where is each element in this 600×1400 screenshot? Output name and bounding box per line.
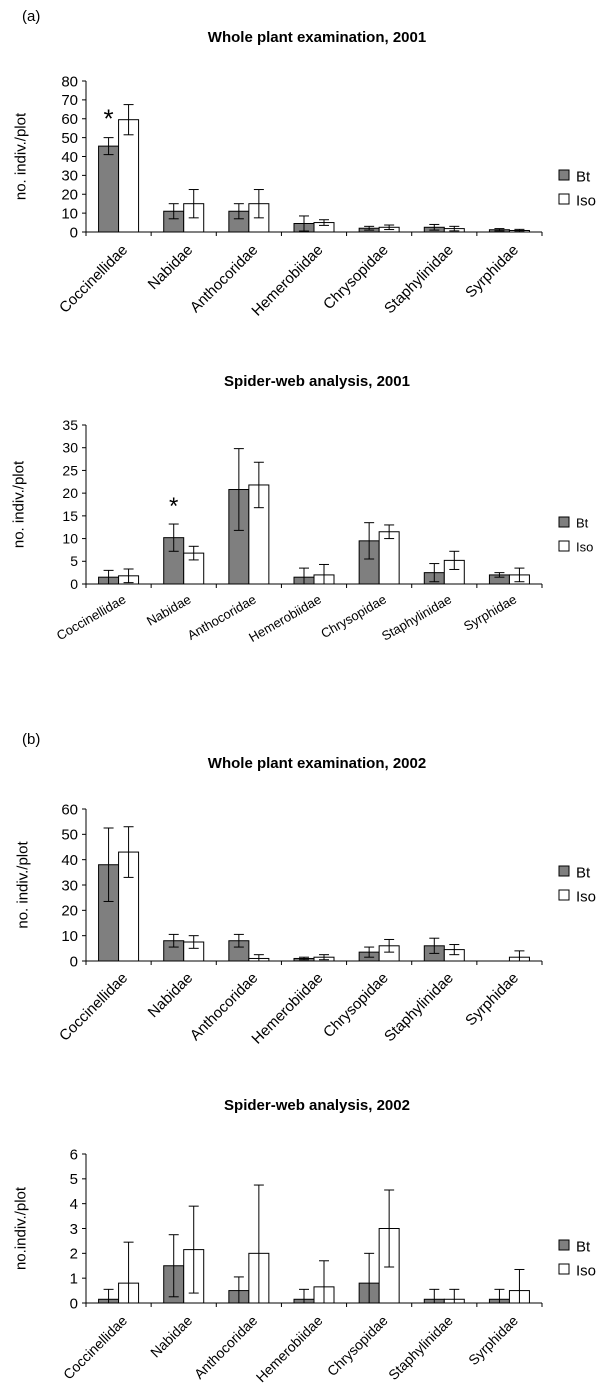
y-tick-label: 20 <box>61 187 78 204</box>
y-tick-label: 0 <box>70 224 78 241</box>
y-tick-label: 80 <box>61 73 78 90</box>
y-tick-label: 40 <box>61 149 78 166</box>
x-tick-label: Syrphidae <box>462 242 522 302</box>
legend-swatch-bt <box>558 516 570 528</box>
x-tick-label: Nabidae <box>145 970 197 1022</box>
legend-label-iso: Iso <box>576 540 593 555</box>
legend-label-iso: Iso <box>576 192 596 209</box>
y-tick-label: 5 <box>70 1171 78 1188</box>
y-tick-label: 4 <box>70 1196 78 1213</box>
x-tick-label: Hemerobiidae <box>246 592 324 645</box>
x-tick-label: Nabidae <box>147 1312 195 1360</box>
y-axis-label: no. indiv./plot <box>14 841 31 929</box>
y-tick-label: 15 <box>62 508 78 524</box>
y-tick-label: 25 <box>62 462 78 478</box>
y-axis-label: no. indiv./plot <box>12 112 29 200</box>
legend-label-iso: Iso <box>576 1262 596 1279</box>
y-tick-label: 10 <box>62 530 78 546</box>
significance-star: * <box>169 493 178 520</box>
x-tick-label: Staphylinidae <box>385 1312 456 1383</box>
y-axis-label: no.indiv./plot <box>12 1186 29 1270</box>
chart-title: Spider-web analysis, 2001 <box>224 373 410 390</box>
x-tick-label: Nabidae <box>144 592 193 629</box>
x-tick-label: Chrysopidae <box>320 242 392 314</box>
legend-swatch-iso <box>558 193 570 205</box>
y-tick-label: 20 <box>61 903 78 920</box>
chart-2: Spider-web analysis, 2001 no. indiv./plot… <box>10 373 593 645</box>
chart-3: Whole plant examination, 2002 no. indiv./… <box>14 755 596 1048</box>
y-tick-label: 1 <box>70 1270 78 1287</box>
x-tick-label: Chrysopidae <box>324 1312 391 1379</box>
significance-star: * <box>104 104 114 134</box>
legend-swatch-iso <box>558 1263 570 1275</box>
legend-label-bt: Bt <box>576 1238 591 1255</box>
x-tick-label: Chrysopidae <box>318 592 389 641</box>
bar-iso <box>118 119 140 233</box>
chart-4: Spider-web analysis, 2002 no.indiv./plot 0… <box>12 1097 596 1385</box>
x-tick-label: Hemerobiidae <box>253 1312 326 1385</box>
y-tick-label: 50 <box>61 827 78 844</box>
x-tick-label: Coccinellidae <box>56 242 131 317</box>
y-tick-label: 40 <box>61 852 78 869</box>
y-tick-label: 10 <box>61 928 78 945</box>
x-tick-label: Coccinellidae <box>56 970 131 1045</box>
x-tick-label: Chrysopidae <box>320 970 392 1042</box>
legend-label-bt: Bt <box>576 516 589 531</box>
chart-title: Spider-web analysis, 2002 <box>224 1097 410 1114</box>
y-tick-label: 0 <box>70 953 78 970</box>
y-tick-label: 20 <box>62 485 78 501</box>
legend-swatch-bt <box>558 169 570 181</box>
panel-label-b: (b) <box>22 731 41 748</box>
y-tick-label: 30 <box>61 168 78 185</box>
x-tick-label: Staphylinidae <box>381 970 457 1046</box>
y-tick-label: 70 <box>61 92 78 109</box>
x-tick-label: Staphylinidae <box>381 242 457 318</box>
x-tick-label: Coccinellidae <box>54 592 128 644</box>
legend-swatch-iso <box>558 889 570 901</box>
x-tick-label: Syrphidae <box>465 1312 521 1368</box>
legend-label-iso: Iso <box>576 888 596 905</box>
panel-label-a: (a) <box>22 8 41 25</box>
x-tick-label: Staphylinidae <box>379 592 454 644</box>
y-tick-label: 35 <box>62 417 78 433</box>
x-tick-label: Nabidae <box>145 242 197 294</box>
legend-swatch-bt <box>558 865 570 877</box>
y-tick-label: 5 <box>70 553 78 569</box>
x-tick-label: Syrphidae <box>461 592 519 634</box>
legend-label-bt: Bt <box>576 864 591 881</box>
y-tick-label: 6 <box>70 1146 78 1163</box>
chart-title: Whole plant examination, 2002 <box>208 755 426 772</box>
legend-swatch-iso <box>558 540 570 552</box>
y-tick-label: 10 <box>61 205 78 222</box>
y-tick-label: 30 <box>61 877 78 894</box>
legend-label-bt: Bt <box>576 168 591 185</box>
y-tick-label: 0 <box>70 576 78 592</box>
y-tick-label: 3 <box>70 1221 78 1238</box>
x-tick-label: Anthocoridae <box>191 1312 261 1382</box>
y-tick-label: 0 <box>70 1295 78 1312</box>
bar-iso <box>378 531 400 585</box>
x-tick-label: Syrphidae <box>462 970 522 1030</box>
bar-bt <box>98 145 120 233</box>
legend-swatch-bt <box>558 1239 570 1251</box>
y-tick-label: 60 <box>61 111 78 128</box>
y-tick-label: 30 <box>62 440 78 456</box>
x-tick-label: Coccinellidae <box>60 1312 130 1382</box>
y-tick-label: 2 <box>70 1246 78 1263</box>
y-tick-label: 50 <box>61 130 78 147</box>
chart-1: Whole plant examination, 2001 no. indiv./… <box>12 29 596 320</box>
y-axis-label: no. indiv./plot <box>10 460 27 548</box>
y-tick-label: 60 <box>61 801 78 818</box>
chart-title: Whole plant examination, 2001 <box>208 29 426 46</box>
